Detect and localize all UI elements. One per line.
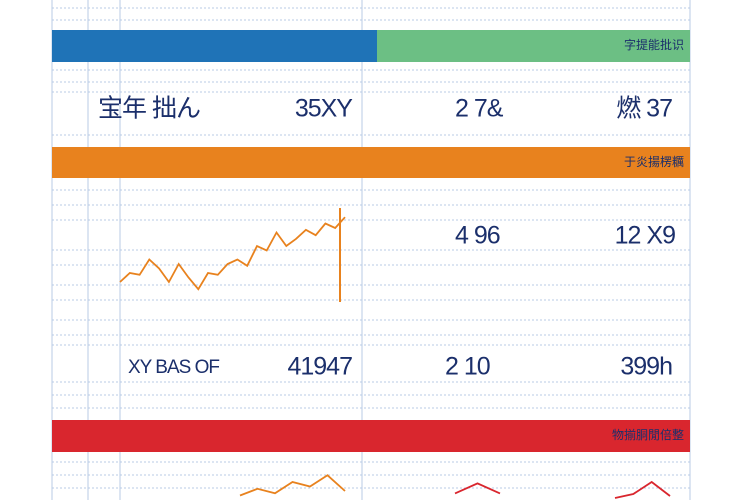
sparkline	[454, 482, 501, 495]
band-green	[377, 30, 690, 62]
cell: 35XY	[295, 95, 353, 123]
cell: 宝年 拙ん	[98, 95, 200, 123]
band-orange	[52, 147, 690, 178]
cell: 燃 37	[616, 95, 672, 123]
cell: 399h	[620, 353, 672, 381]
sparkline	[119, 216, 346, 291]
band-label: 物揃胴閒倍整	[612, 427, 684, 442]
cell: 2 7&	[455, 95, 504, 123]
cell: XY BAS OF	[128, 357, 219, 378]
band-label: 字提能批识	[624, 37, 684, 52]
band-blue	[52, 30, 377, 62]
sparkline	[614, 480, 671, 499]
sparkline	[239, 474, 346, 497]
band-label: 于炎揚楞糲	[624, 154, 684, 169]
cell: 4 96	[455, 222, 500, 250]
cell: 41947	[287, 353, 352, 381]
grid	[51, 0, 691, 500]
band-red	[52, 420, 690, 452]
cell: 12 X9	[615, 222, 675, 250]
cell: 2 10	[445, 353, 490, 381]
